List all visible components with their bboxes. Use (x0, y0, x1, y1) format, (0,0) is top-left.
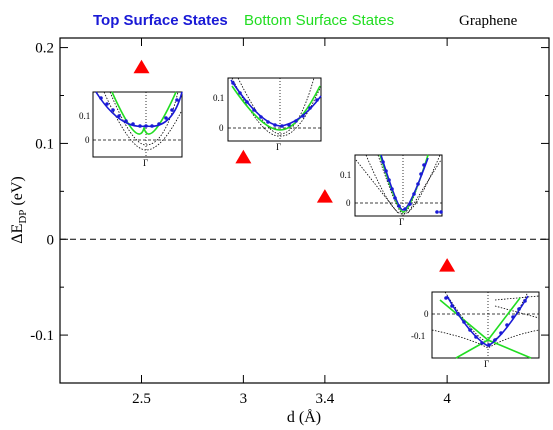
inset-4-ytick-b: -0.1 (411, 331, 425, 341)
legend-graphene: Graphene (459, 13, 518, 29)
inset-4-xtick: Γ (484, 359, 489, 369)
data-point-triangle (235, 149, 252, 164)
data-point-triangle (316, 189, 333, 203)
inset-3-ytick-a: 0.1 (340, 170, 351, 180)
y-axis-label-main: ΔE (9, 224, 26, 244)
data-point-triangle (133, 59, 150, 74)
inset-1-ytick-a: 0.1 (79, 111, 90, 121)
x-tick-label: 3.4 (316, 391, 335, 407)
inset-2: 0.1 0 Γ (213, 77, 322, 152)
legend: Top Surface States Bottom Surface States… (93, 12, 518, 29)
inset-4: 0 -0.1 Γ (411, 291, 540, 369)
inset-3-xtick: Γ (399, 217, 404, 227)
inset-2-ytick-a: 0.1 (213, 93, 224, 103)
axis-ticks: 2.5 3 3.4 4 -0.1 0 0.1 0.2 (30, 38, 549, 407)
plot-frame (59, 37, 550, 384)
inset-3: 0.1 0 Γ (340, 154, 443, 227)
band-insets: 0.1 0 Γ 0.1 0 Γ (79, 77, 540, 369)
y-tick-label: 0.1 (35, 136, 54, 152)
legend-top-surface: Top Surface States (93, 12, 228, 29)
inset-2-ytick-b: 0 (219, 123, 224, 133)
x-axis-label: d (Å) (287, 408, 321, 426)
x-tick-label: 3 (240, 391, 248, 407)
inset-1-xtick: Γ (143, 158, 148, 168)
data-point-triangle (439, 258, 456, 272)
data-points (133, 59, 456, 272)
y-axis-label-unit: (eV) (9, 176, 26, 209)
x-tick-label: 4 (443, 391, 451, 407)
y-tick-label: 0 (47, 232, 55, 248)
inset-3-ytick-b: 0 (346, 198, 351, 208)
x-tick-label: 2.5 (132, 391, 151, 407)
y-axis-label-sub: DP (17, 210, 29, 224)
y-tick-label: 0.2 (35, 41, 54, 57)
inset-4-ytick-a: 0 (424, 309, 429, 319)
y-axis-label: ΔEDP (eV) (9, 176, 29, 243)
inset-1: 0.1 0 Γ (79, 91, 183, 168)
legend-bottom-surface: Bottom Surface States (244, 12, 394, 29)
y-tick-label: -0.1 (30, 328, 54, 344)
inset-2-xtick: Γ (276, 142, 281, 152)
inset-1-ytick-b: 0 (85, 135, 90, 145)
